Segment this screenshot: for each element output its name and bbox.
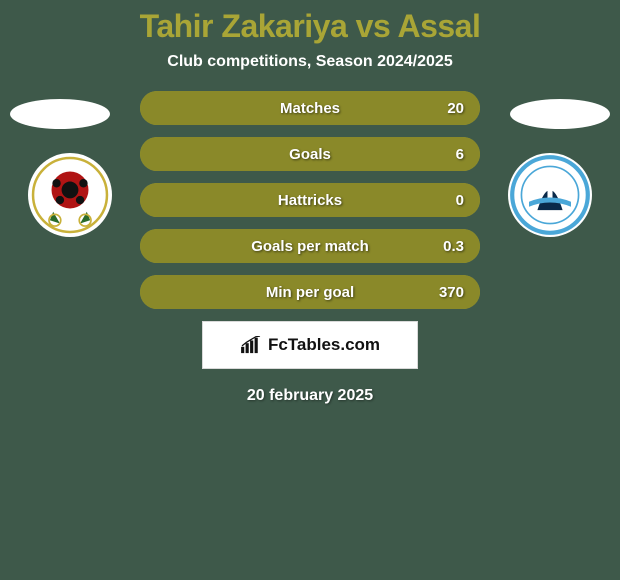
stat-bar-matches: Matches 20	[140, 91, 480, 125]
stat-value: 6	[456, 146, 464, 163]
brand-box[interactable]: FcTables.com	[202, 321, 418, 369]
stat-bar-goals: Goals 6	[140, 137, 480, 171]
stat-label: Hattricks	[278, 192, 342, 209]
date-line: 20 february 2025	[0, 387, 620, 405]
player-photo-right	[510, 99, 610, 129]
main-row: Matches 20 Goals 6 Hattricks 0 Goals per…	[0, 91, 620, 405]
page-title: Tahir Zakariya vs Assal	[0, 0, 620, 45]
infographic-container: Tahir Zakariya vs Assal Club competition…	[0, 0, 620, 580]
page-subtitle: Club competitions, Season 2024/2025	[0, 53, 620, 71]
stat-bar-goals-per-match: Goals per match 0.3	[140, 229, 480, 263]
stat-bar-min-per-goal: Min per goal 370	[140, 275, 480, 309]
stat-value: 370	[439, 284, 464, 301]
stat-bar-hattricks: Hattricks 0	[140, 183, 480, 217]
club-crest-right-icon	[508, 153, 592, 237]
stat-value: 0.3	[443, 238, 464, 255]
club-crest-left-icon	[28, 153, 112, 237]
club-badge-right	[508, 153, 592, 237]
stat-value: 20	[447, 100, 464, 117]
stat-label: Min per goal	[266, 284, 354, 301]
stat-value: 0	[456, 192, 464, 209]
stats-column: Matches 20 Goals 6 Hattricks 0 Goals per…	[140, 91, 480, 309]
player-photo-left	[10, 99, 110, 129]
stat-label: Goals per match	[251, 238, 369, 255]
stat-label: Matches	[280, 100, 340, 117]
club-badge-left	[28, 153, 112, 237]
brand-text: FcTables.com	[268, 335, 380, 355]
stat-label: Goals	[289, 146, 331, 163]
brand-chart-icon	[240, 336, 262, 354]
